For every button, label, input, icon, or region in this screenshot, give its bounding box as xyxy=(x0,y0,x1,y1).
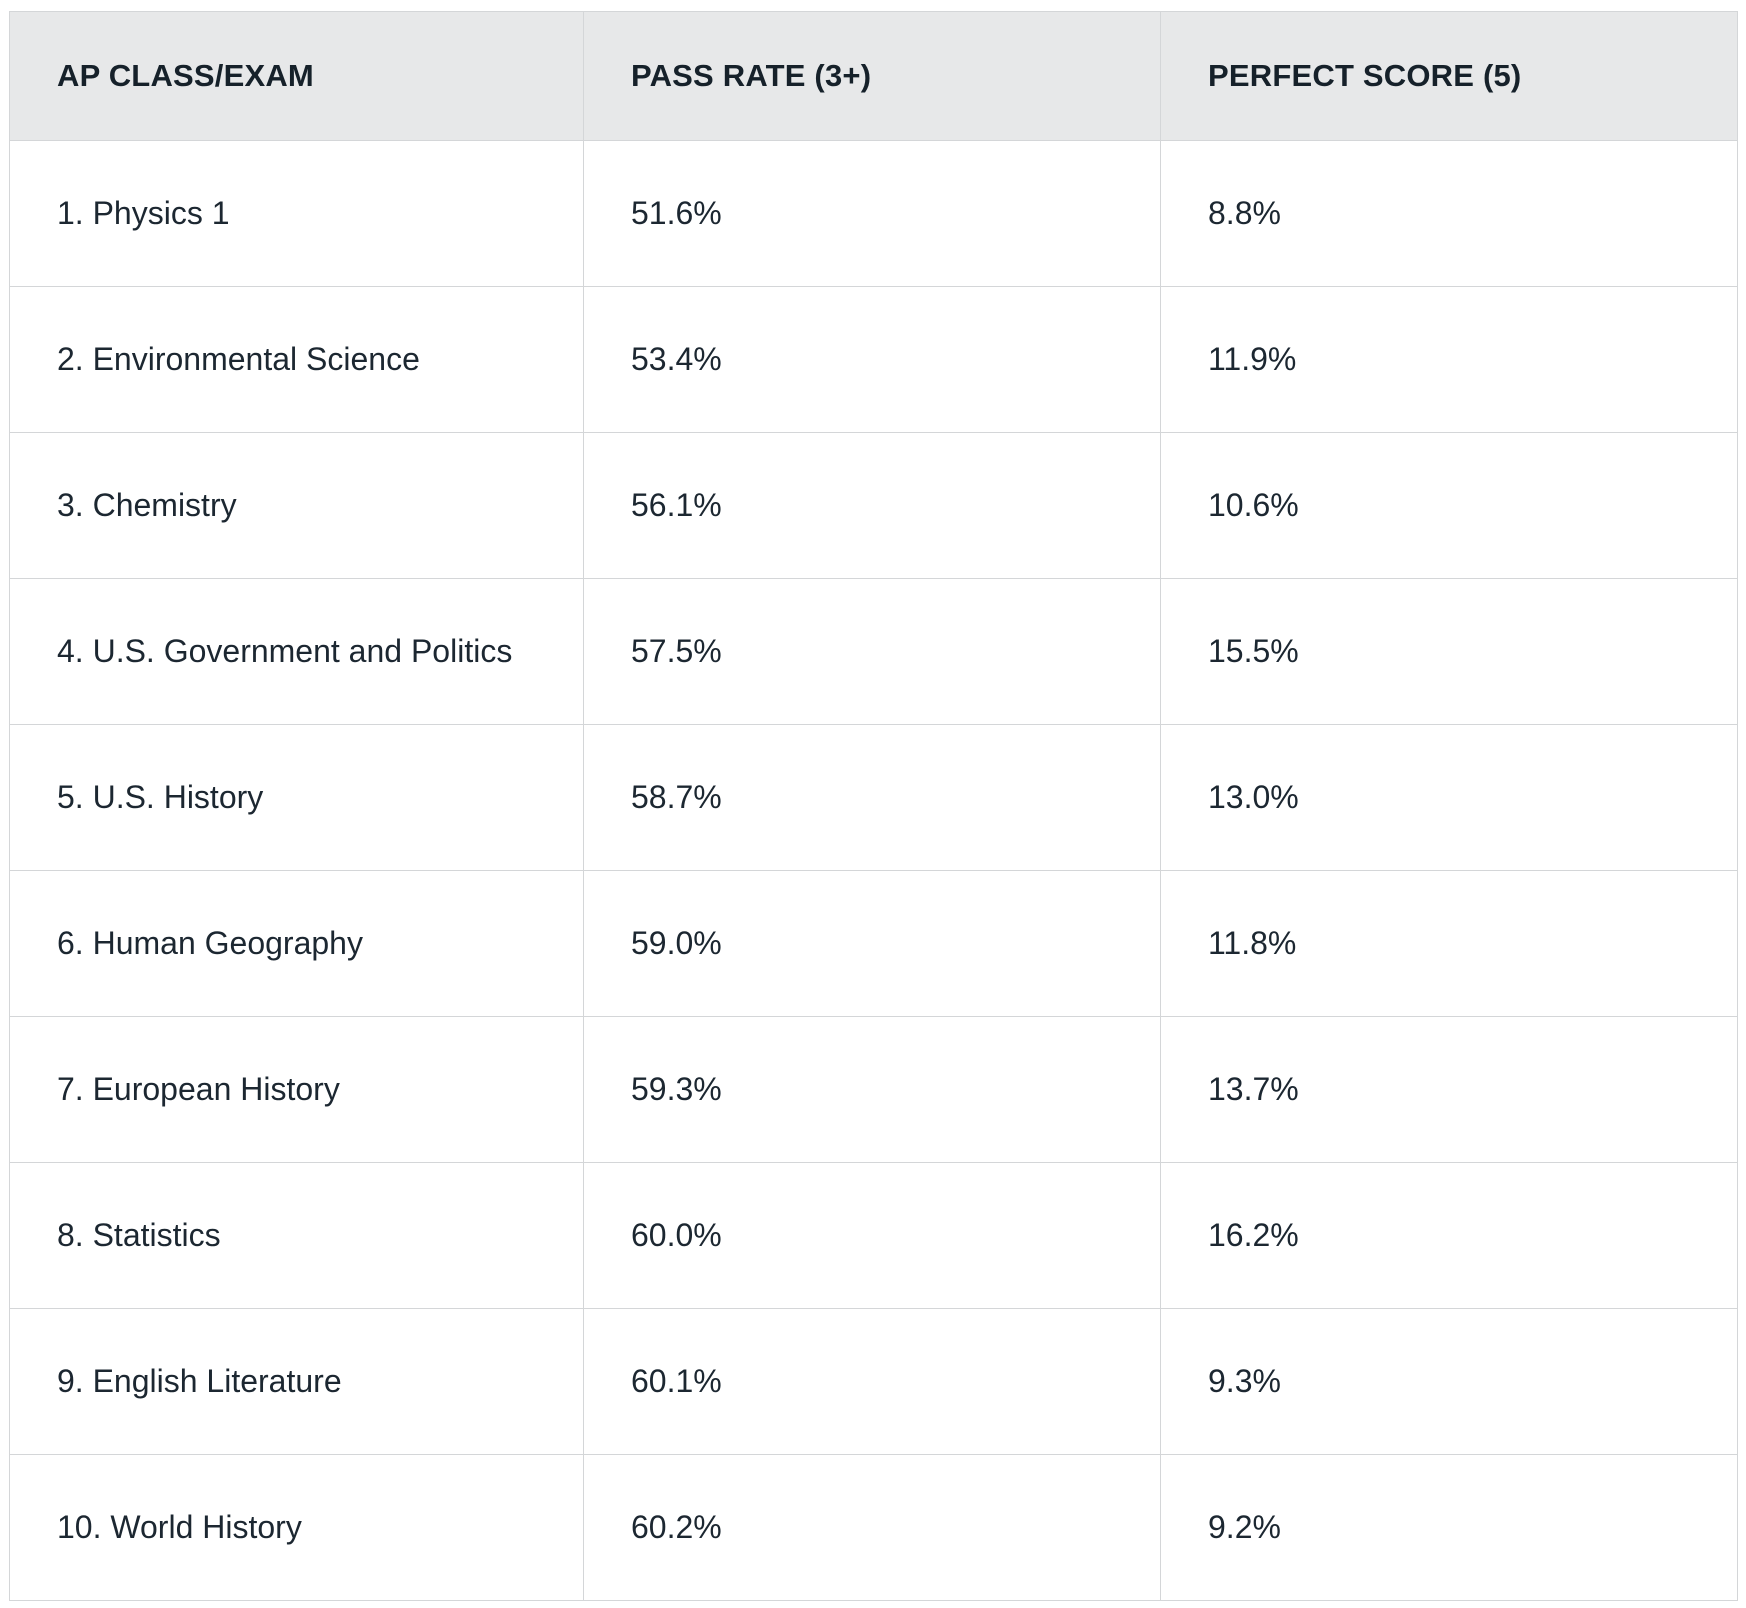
table-row: 3. Chemistry 56.1% 10.6% xyxy=(9,432,1738,579)
table-row: 8. Statistics 60.0% 16.2% xyxy=(9,1162,1738,1309)
cell-perfect-score: 8.8% xyxy=(1160,140,1738,287)
cell-exam: 1. Physics 1 xyxy=(9,140,584,287)
table-row: 5. U.S. History 58.7% 13.0% xyxy=(9,724,1738,871)
cell-exam: 8. Statistics xyxy=(9,1162,584,1309)
cell-perfect-score: 13.7% xyxy=(1160,1016,1738,1163)
cell-perfect-score: 15.5% xyxy=(1160,578,1738,725)
cell-exam: 9. English Literature xyxy=(9,1308,584,1455)
table-row: 1. Physics 1 51.6% 8.8% xyxy=(9,140,1738,287)
cell-exam: 4. U.S. Government and Politics xyxy=(9,578,584,725)
header-row: AP CLASS/EXAM PASS RATE (3+) PERFECT SCO… xyxy=(9,11,1738,141)
cell-pass-rate: 60.1% xyxy=(583,1308,1161,1455)
cell-exam: 2. Environmental Science xyxy=(9,286,584,433)
table-row: 9. English Literature 60.1% 9.3% xyxy=(9,1308,1738,1455)
table-row: 7. European History 59.3% 13.7% xyxy=(9,1016,1738,1163)
header-pass-rate: PASS RATE (3+) xyxy=(583,11,1161,141)
table-row: 6. Human Geography 59.0% 11.8% xyxy=(9,870,1738,1017)
cell-pass-rate: 59.0% xyxy=(583,870,1161,1017)
table-body: 1. Physics 1 51.6% 8.8% 2. Environmental… xyxy=(9,140,1738,1601)
cell-exam: 5. U.S. History xyxy=(9,724,584,871)
cell-pass-rate: 59.3% xyxy=(583,1016,1161,1163)
cell-pass-rate: 60.0% xyxy=(583,1162,1161,1309)
cell-pass-rate: 53.4% xyxy=(583,286,1161,433)
table-row: 4. U.S. Government and Politics 57.5% 15… xyxy=(9,578,1738,725)
cell-pass-rate: 60.2% xyxy=(583,1454,1161,1601)
cell-pass-rate: 56.1% xyxy=(583,432,1161,579)
table-row: 2. Environmental Science 53.4% 11.9% xyxy=(9,286,1738,433)
cell-pass-rate: 57.5% xyxy=(583,578,1161,725)
cell-exam: 6. Human Geography xyxy=(9,870,584,1017)
table-header: AP CLASS/EXAM PASS RATE (3+) PERFECT SCO… xyxy=(9,11,1738,141)
cell-pass-rate: 58.7% xyxy=(583,724,1161,871)
cell-exam: 10. World History xyxy=(9,1454,584,1601)
cell-perfect-score: 13.0% xyxy=(1160,724,1738,871)
table-row: 10. World History 60.2% 9.2% xyxy=(9,1454,1738,1601)
ap-exam-table: AP CLASS/EXAM PASS RATE (3+) PERFECT SCO… xyxy=(9,11,1738,1601)
cell-perfect-score: 11.9% xyxy=(1160,286,1738,433)
ap-exam-table-container: AP CLASS/EXAM PASS RATE (3+) PERFECT SCO… xyxy=(9,11,1738,1601)
cell-perfect-score: 11.8% xyxy=(1160,870,1738,1017)
cell-exam: 7. European History xyxy=(9,1016,584,1163)
cell-exam: 3. Chemistry xyxy=(9,432,584,579)
cell-perfect-score: 10.6% xyxy=(1160,432,1738,579)
header-perfect-score: PERFECT SCORE (5) xyxy=(1160,11,1738,141)
cell-pass-rate: 51.6% xyxy=(583,140,1161,287)
cell-perfect-score: 9.2% xyxy=(1160,1454,1738,1601)
cell-perfect-score: 16.2% xyxy=(1160,1162,1738,1309)
cell-perfect-score: 9.3% xyxy=(1160,1308,1738,1455)
header-ap-class-exam: AP CLASS/EXAM xyxy=(9,11,584,141)
